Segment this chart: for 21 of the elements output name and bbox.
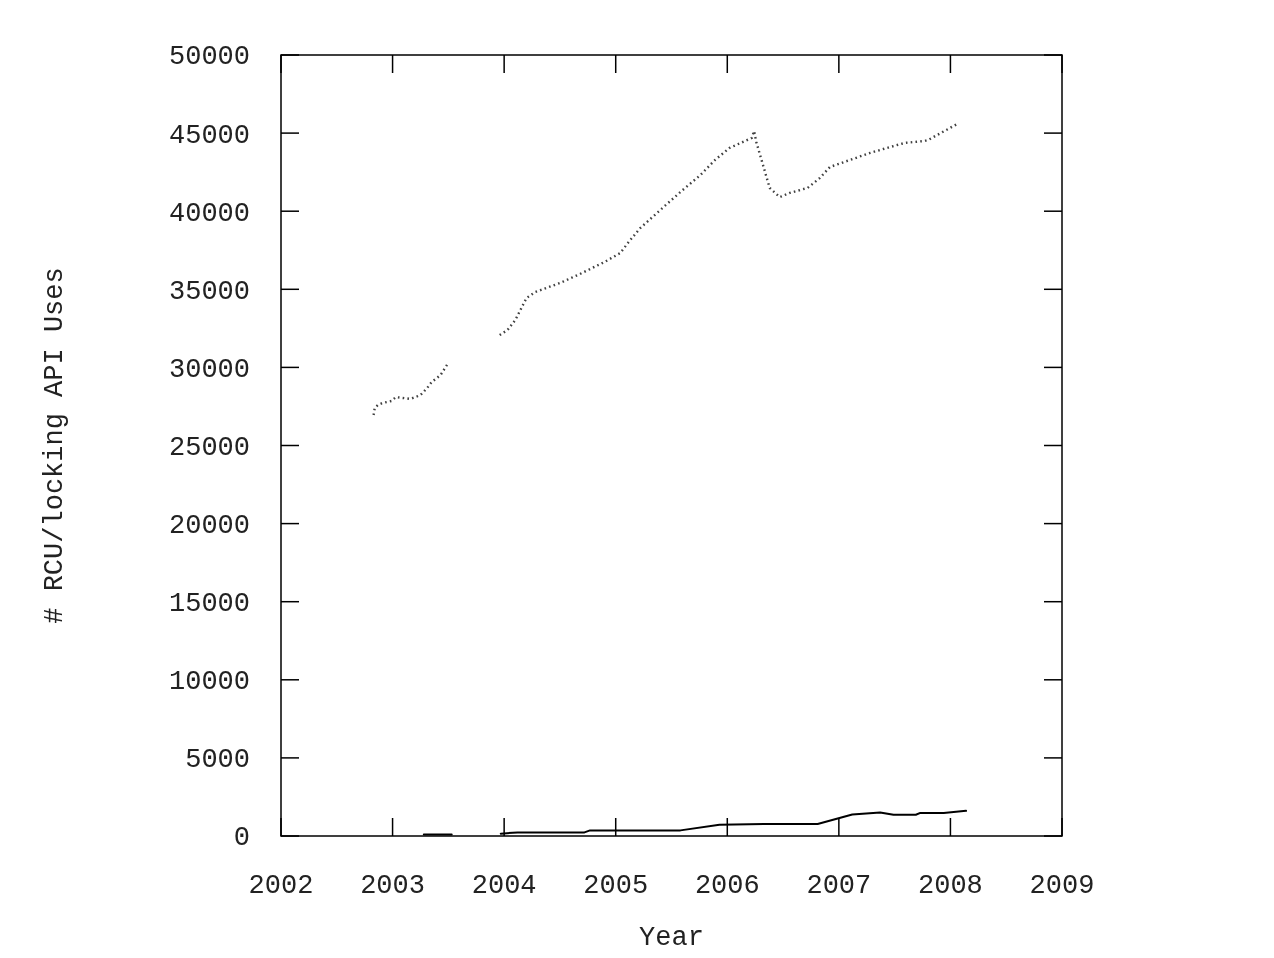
- x-tick-label: 2002: [248, 871, 314, 901]
- x-tick-label: 2009: [1029, 871, 1095, 901]
- y-tick-label: 50000: [168, 42, 250, 73]
- y-tick-label: 35000: [168, 276, 250, 307]
- y-tick-label: 0: [233, 823, 250, 854]
- y-tick-label: 10000: [168, 667, 250, 698]
- y-tick-label: 45000: [168, 120, 250, 151]
- x-axis-title: Year: [639, 923, 704, 953]
- x-tick-label: 2004: [471, 871, 537, 901]
- y-tick-label: 25000: [168, 432, 250, 463]
- y-axis-title: # RCU/locking API Uses: [40, 267, 70, 624]
- x-tick-label: 2006: [694, 871, 760, 901]
- y-tick-label: 20000: [168, 511, 250, 542]
- y-tick-label: 15000: [168, 589, 250, 620]
- x-tick-label: 2003: [360, 871, 425, 901]
- x-tick-label: 2008: [918, 871, 983, 901]
- x-tick-label: 2005: [583, 871, 649, 901]
- y-tick-label: 40000: [168, 198, 250, 229]
- y-tick-label: 30000: [168, 354, 250, 385]
- y-tick-label: 5000: [185, 745, 250, 776]
- x-tick-label: 2007: [806, 871, 872, 901]
